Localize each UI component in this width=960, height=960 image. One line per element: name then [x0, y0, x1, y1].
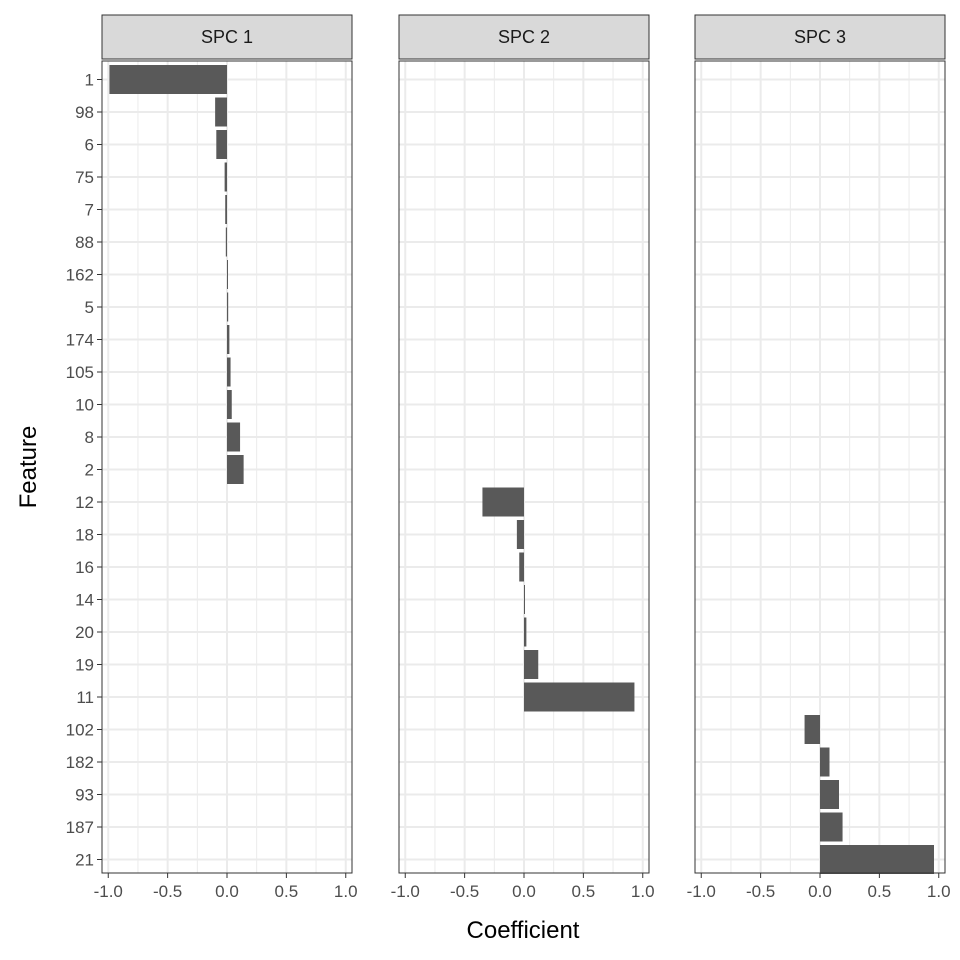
facet-panel-2: SPC 2 -1.0 -0.5 0.0 0.5 1.0 [391, 14, 655, 901]
y-tick-label: 187 [66, 818, 94, 837]
panels-layer: SPC 1 -1.0 -0.5 0.0 0.5 1.0 SPC 2 -1.0 -0.5 0.0 0.… [94, 14, 951, 901]
bar-2 [227, 455, 244, 484]
x-tick-label: 0.0 [512, 882, 536, 901]
bar-14 [524, 585, 525, 614]
facet-strip [101, 14, 353, 60]
bar-10 [227, 390, 232, 419]
x-tick-label: -1.0 [687, 882, 716, 901]
y-tick-label: 2 [85, 461, 94, 480]
y-axis-title: Feature [15, 426, 42, 509]
x-tick-label: -1.0 [94, 882, 123, 901]
facet-panel-3: SPC 3 -1.0 -0.5 0.0 0.5 1.0 [687, 14, 951, 901]
bar-12 [482, 487, 524, 517]
y-tick-label: 182 [66, 753, 94, 772]
bar-75 [224, 162, 227, 192]
bar-16 [519, 552, 524, 582]
y-tick-label: 8 [85, 428, 94, 447]
facet-panel-1: SPC 1 -1.0 -0.5 0.0 0.5 1.0 [94, 14, 358, 901]
x-tick-label: -0.5 [450, 882, 479, 901]
bar-5 [227, 292, 229, 322]
y-tick-label: 21 [75, 851, 94, 870]
y-tick-label: 7 [85, 201, 94, 220]
x-tick-label: 1.0 [927, 882, 951, 901]
bar-187 [820, 812, 843, 842]
y-tick-label: 88 [75, 233, 94, 252]
facet-strip-label: SPC 3 [794, 27, 846, 47]
bar-19 [524, 650, 539, 679]
bar-18 [516, 520, 524, 549]
bar-98 [215, 97, 227, 127]
y-tick-label: 12 [75, 493, 94, 512]
x-tick-label: 0.5 [868, 882, 892, 901]
x-tick-label: 0.0 [808, 882, 832, 901]
x-tick-label: 1.0 [631, 882, 655, 901]
x-tick-label: -0.5 [153, 882, 182, 901]
bar-20 [524, 617, 527, 647]
y-axis-ticks: 1986757881625174105108212181614201911102… [66, 71, 102, 870]
bar-1 [109, 65, 227, 94]
x-tick-label: -1.0 [391, 882, 420, 901]
bar-6 [216, 130, 227, 159]
facet-strip [398, 14, 650, 60]
x-tick-label: -0.5 [746, 882, 775, 901]
x-tick-label: 0.5 [572, 882, 596, 901]
bar-93 [820, 780, 839, 809]
bar-21 [820, 845, 934, 874]
x-tick-label: 0.0 [215, 882, 239, 901]
facet-strip-label: SPC 2 [498, 27, 550, 47]
y-tick-label: 102 [66, 721, 94, 740]
y-tick-label: 19 [75, 656, 94, 675]
bar-174 [227, 325, 230, 354]
y-tick-label: 18 [75, 526, 94, 545]
bar-11 [524, 682, 635, 712]
y-tick-label: 6 [85, 136, 94, 155]
facet-strip [694, 14, 946, 60]
y-tick-label: 174 [66, 331, 94, 350]
x-tick-label: 0.5 [275, 882, 299, 901]
y-tick-label: 14 [75, 591, 94, 610]
facet-strip-label: SPC 1 [201, 27, 253, 47]
x-axis-title: Coefficient [467, 917, 580, 944]
bar-102 [804, 715, 820, 744]
y-tick-label: 16 [75, 558, 94, 577]
bar-88 [225, 227, 227, 257]
y-tick-label: 98 [75, 103, 94, 122]
bar-105 [227, 357, 231, 387]
x-tick-label: 1.0 [334, 882, 358, 901]
y-tick-label: 20 [75, 623, 94, 642]
y-tick-label: 162 [66, 266, 94, 285]
y-tick-label: 11 [76, 688, 94, 707]
y-tick-label: 93 [75, 786, 94, 805]
y-tick-label: 1 [85, 71, 94, 90]
bar-182 [820, 747, 830, 777]
bar-8 [227, 422, 241, 452]
y-tick-label: 10 [75, 396, 94, 415]
bar-7 [225, 195, 227, 224]
bar-162 [227, 260, 228, 289]
y-tick-label: 5 [85, 298, 94, 317]
y-tick-label: 75 [75, 168, 94, 187]
y-tick-label: 105 [66, 363, 94, 382]
